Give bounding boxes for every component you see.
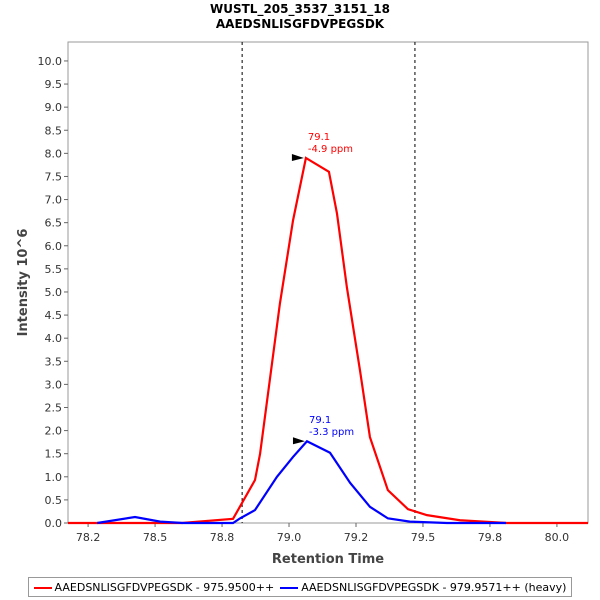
y-tick-label: 7.5	[45, 170, 63, 183]
x-tick-label: 79.0	[277, 531, 302, 544]
legend-item-light: AAEDSNLISGFDVPEGSDK - 975.9500++	[33, 580, 275, 594]
legend-swatch-red	[33, 586, 52, 589]
peak-ppm-label: -3.3 ppm	[309, 427, 354, 438]
chart-subtitle: AAEDSNLISGFDVPEGSDK	[215, 17, 385, 31]
y-tick-label: 3.5	[45, 355, 63, 368]
peak-ppm-label: -4.9 ppm	[308, 144, 353, 155]
x-tick-label: 78.5	[143, 531, 168, 544]
y-tick-label: 2.0	[45, 425, 63, 438]
series-line-1	[97, 439, 507, 525]
y-tick-label: 7.0	[45, 194, 63, 207]
chart-title: WUSTL_205_3537_3151_18	[210, 2, 390, 16]
legend: AAEDSNLISGFDVPEGSDK - 975.9500++ AAEDSNL…	[28, 577, 572, 597]
y-tick-label: 1.5	[45, 448, 63, 461]
peak-marker-icon	[291, 153, 304, 161]
legend-swatch-blue	[280, 586, 299, 589]
y-tick-label: 5.5	[45, 263, 63, 276]
legend-item-heavy: AAEDSNLISGFDVPEGSDK - 979.9571++ (heavy)	[280, 581, 566, 594]
y-tick-label: 3.0	[45, 378, 63, 391]
legend-label: AAEDSNLISGFDVPEGSDK - 979.9571++ (heavy)	[301, 580, 567, 594]
y-tick-label: 8.0	[45, 147, 63, 160]
y-tick-label: 10.0	[38, 55, 63, 68]
y-tick-label: 4.0	[45, 332, 63, 345]
y-tick-label: 5.0	[45, 286, 63, 299]
peak-marker-icon	[292, 437, 305, 445]
x-axis-label: Retention Time	[272, 552, 384, 567]
y-tick-label: 6.0	[45, 240, 63, 253]
y-tick-label: 6.5	[45, 217, 63, 230]
y-tick-label: 9.5	[45, 78, 63, 91]
y-tick-label: 0.0	[45, 517, 63, 530]
y-tick-label: 2.5	[45, 401, 63, 414]
x-tick-label: 78.2	[76, 531, 101, 544]
x-tick-label: 78.8	[210, 531, 235, 544]
peak-rt-label: 79.1	[309, 415, 331, 426]
series-line-0	[68, 156, 588, 525]
x-tick-label: 79.8	[478, 531, 503, 544]
peak-rt-label: 79.1	[308, 132, 330, 143]
y-tick-label: 9.0	[45, 101, 63, 114]
y-tick-label: 8.5	[45, 124, 63, 137]
y-tick-label: 0.5	[45, 494, 63, 507]
y-tick-label: 4.5	[45, 309, 63, 322]
x-tick-label: 79.2	[344, 531, 369, 544]
legend-label: AAEDSNLISGFDVPEGSDK - 975.9500++	[54, 580, 275, 594]
y-tick-label: 1.0	[45, 471, 63, 484]
x-tick-label: 80.0	[545, 531, 570, 544]
x-tick-label: 79.5	[411, 531, 436, 544]
plot-frame	[67, 41, 589, 524]
y-axis-label: Intensity 10^6	[16, 229, 31, 337]
